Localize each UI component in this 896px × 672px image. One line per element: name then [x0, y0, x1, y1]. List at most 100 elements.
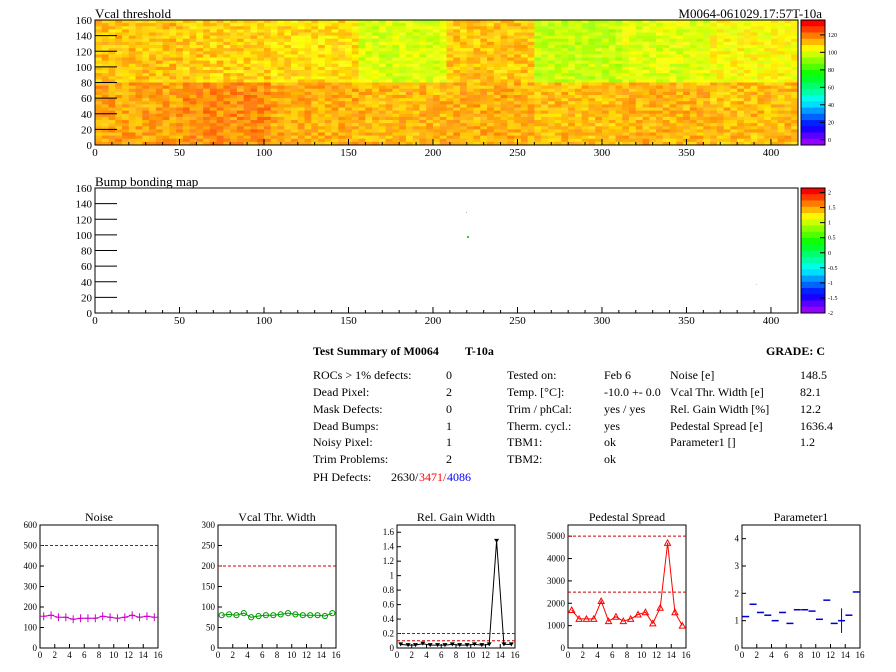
heat-cell	[95, 48, 103, 52]
heat-cell	[250, 41, 258, 46]
heat-cell	[399, 126, 407, 130]
heat-cell	[345, 38, 353, 43]
heat-cell	[291, 26, 299, 30]
heat-cell	[439, 104, 447, 108]
heat-cell	[250, 20, 258, 24]
heat-cell	[378, 38, 387, 43]
heat-cell	[730, 60, 738, 65]
heat-cell	[737, 132, 745, 137]
heat-cell	[527, 98, 535, 102]
data-point	[240, 610, 247, 617]
heat-cell	[656, 35, 664, 40]
heat-cell	[331, 85, 339, 90]
heat-cell	[595, 70, 603, 74]
heat-cell	[527, 26, 535, 30]
y-tick-label: 20	[81, 124, 93, 136]
heat-cell	[263, 104, 272, 108]
heat-cell	[473, 113, 481, 118]
heat-cell	[777, 57, 785, 62]
heat-cell	[514, 85, 522, 90]
heat-cell	[203, 82, 211, 87]
heat-cell	[446, 123, 454, 127]
heat-cell	[405, 123, 414, 127]
heat-cell	[122, 85, 130, 90]
heat-cell	[338, 26, 346, 30]
heat-cell	[432, 126, 441, 130]
heat-cell	[601, 120, 610, 124]
heat-cell	[196, 126, 204, 130]
heat-cell	[304, 95, 312, 99]
heat-cell	[710, 88, 718, 93]
heat-cell	[95, 82, 103, 87]
heat-cell	[520, 85, 529, 90]
heat-cell	[541, 82, 549, 87]
heat-cell	[223, 32, 231, 37]
heat-cell	[656, 29, 664, 33]
heat-cell	[764, 54, 772, 58]
heat-cell	[405, 79, 414, 83]
heat-cell	[345, 116, 353, 121]
defect-label: ROCs > 1% defects:	[313, 368, 412, 382]
heat-cell	[750, 20, 758, 24]
heat-cell	[676, 38, 684, 43]
heat-cell	[750, 51, 758, 55]
heat-cell	[426, 38, 434, 43]
heat-cell	[142, 101, 150, 105]
palette-swatch	[801, 238, 825, 245]
heat-cell	[223, 41, 231, 46]
heat-cell	[182, 73, 191, 77]
heat-cell	[615, 101, 623, 105]
heat-cell	[182, 123, 191, 127]
heat-cell	[629, 76, 637, 80]
heat-cell	[108, 26, 116, 30]
heat-cell	[683, 126, 691, 130]
heat-cell	[764, 85, 772, 90]
heat-cell	[196, 35, 204, 40]
heat-cell	[223, 107, 231, 112]
heat-cell	[574, 20, 583, 24]
heat-cell	[453, 45, 461, 49]
heat-cell	[487, 120, 495, 124]
heat-cell	[399, 73, 407, 77]
heat-cell	[162, 70, 170, 74]
heat-cell	[500, 32, 508, 37]
heat-cell	[291, 101, 299, 105]
heat-cell	[669, 104, 677, 108]
heat-cell	[209, 110, 218, 115]
heat-cell	[345, 95, 353, 99]
heat-cell	[493, 141, 501, 146]
heat-cell	[291, 70, 299, 74]
heat-cell	[764, 32, 772, 37]
heat-cell	[487, 35, 495, 40]
heat-cell	[737, 91, 745, 96]
heat-cell	[527, 29, 535, 33]
heat-cell	[743, 26, 752, 30]
heat-cell	[149, 85, 157, 90]
heat-cell	[189, 141, 197, 146]
heat-cell	[203, 98, 211, 102]
heat-cell	[419, 54, 427, 58]
heat-cell	[791, 82, 799, 87]
heat-cell	[432, 113, 441, 118]
heat-cell	[662, 79, 670, 83]
heat-cell	[716, 88, 725, 93]
heat-cell	[615, 70, 623, 74]
heat-cell	[291, 38, 299, 43]
heat-cell	[527, 51, 535, 55]
heat-cell	[236, 57, 245, 62]
heat-cell	[432, 91, 441, 96]
heat-cell	[365, 107, 373, 112]
heat-cell	[568, 116, 576, 121]
heat-cell	[710, 91, 718, 96]
heat-cell	[189, 107, 197, 112]
heat-cell	[230, 98, 238, 102]
y-tick-label: 250	[202, 541, 216, 551]
heat-cell	[547, 41, 556, 46]
heat-cell	[291, 54, 299, 58]
heat-cell	[689, 107, 698, 112]
heat-cell	[493, 82, 501, 87]
heat-cell	[108, 54, 116, 58]
heat-cell	[629, 98, 637, 102]
heat-cell	[669, 60, 677, 65]
